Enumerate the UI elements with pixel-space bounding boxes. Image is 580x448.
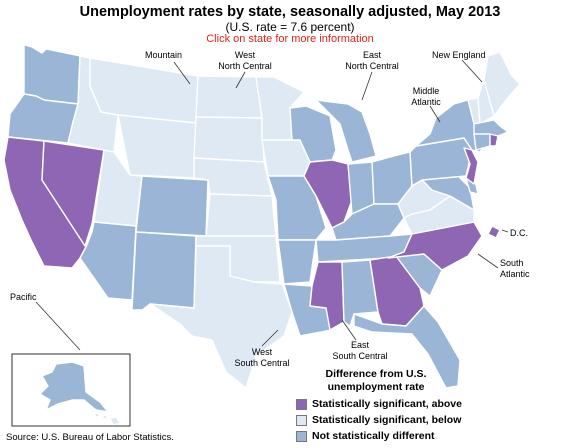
legend-swatch-below [296, 414, 307, 426]
region-label-wsc-line2: South Central [234, 358, 289, 368]
legend-swatch-above [296, 398, 307, 410]
region-label-wsc-line1: West [252, 347, 273, 357]
map-title: Unemployment rates by state, seasonally … [79, 4, 501, 20]
leader-south-atlantic [477, 253, 499, 269]
state-AK[interactable] [39, 361, 109, 413]
state-SD[interactable] [193, 116, 265, 163]
click-state-link[interactable]: Click on state for more information [206, 33, 374, 45]
legend-item-below: Statistically significant, below [296, 414, 461, 426]
leader-mid-atlantic [429, 105, 441, 123]
legend-title-line1: Difference from U.S. [325, 368, 427, 380]
leader-wsc [261, 329, 279, 347]
region-label-dc: D.C. [510, 228, 528, 238]
region-label-esc-line1: East [351, 340, 370, 350]
state-MI[interactable] [315, 99, 377, 163]
state-FL[interactable] [353, 305, 461, 389]
state-TX[interactable] [149, 245, 293, 389]
region-label-wnc-line1: West [235, 50, 256, 60]
legend-swatch-not [296, 430, 307, 442]
region-label-mountain: Mountain [145, 50, 182, 60]
leader-dc [501, 229, 509, 233]
region-label-south-atlantic-line2: Atlantic [500, 269, 530, 279]
legend-title: Difference from U.S. unemployment rate [296, 368, 456, 394]
state-RI[interactable] [489, 133, 499, 147]
state-MT[interactable] [89, 57, 199, 124]
state-ND[interactable] [195, 75, 263, 119]
map-subtitle: (U.S. rate = 7.6 percent) [225, 20, 355, 34]
state-NC[interactable] [387, 221, 483, 271]
leader-enc [361, 71, 373, 101]
leader-pacific [35, 301, 81, 351]
legend-label-not: Not statistically different [312, 430, 435, 442]
region-label-mid-atlantic-line1: Middle [413, 86, 440, 96]
leader-wnc [235, 71, 246, 89]
source-note: Source: U.S. Bureau of Labor Statistics. [6, 432, 174, 443]
state-NM[interactable] [131, 231, 197, 311]
state-ME[interactable] [483, 51, 521, 117]
region-label-enc-line1: East [363, 50, 382, 60]
state-NJ[interactable] [463, 147, 479, 185]
legend-item-not: Not statistically different [296, 430, 435, 442]
state-CT[interactable] [473, 133, 491, 151]
legend-item-above: Statistically significant, above [296, 398, 462, 410]
region-label-esc-line2: South Central [332, 351, 387, 361]
state-HI[interactable] [93, 412, 121, 426]
state-DC[interactable] [487, 225, 501, 239]
legend-label-below: Statistically significant, below [312, 414, 462, 426]
leader-new-england [461, 59, 483, 83]
region-label-pacific: Pacific [10, 292, 37, 302]
region-label-south-atlantic-line1: South [500, 258, 524, 268]
state-KS[interactable] [205, 193, 277, 237]
region-label-wnc-line2: North Central [218, 61, 272, 71]
region-label-mid-atlantic-line2: Atlantic [411, 97, 441, 107]
region-label-new-england: New England [432, 50, 486, 60]
state-WY[interactable] [117, 114, 197, 179]
state-CO[interactable] [135, 175, 209, 237]
leader-esc [341, 319, 357, 341]
region-label-enc-line2: North Central [345, 61, 399, 71]
state-AR[interactable] [277, 239, 317, 285]
legend-title-line2: unemployment rate [327, 381, 425, 393]
legend-label-above: Statistically significant, above [312, 398, 462, 410]
leader-mountain [173, 61, 191, 85]
